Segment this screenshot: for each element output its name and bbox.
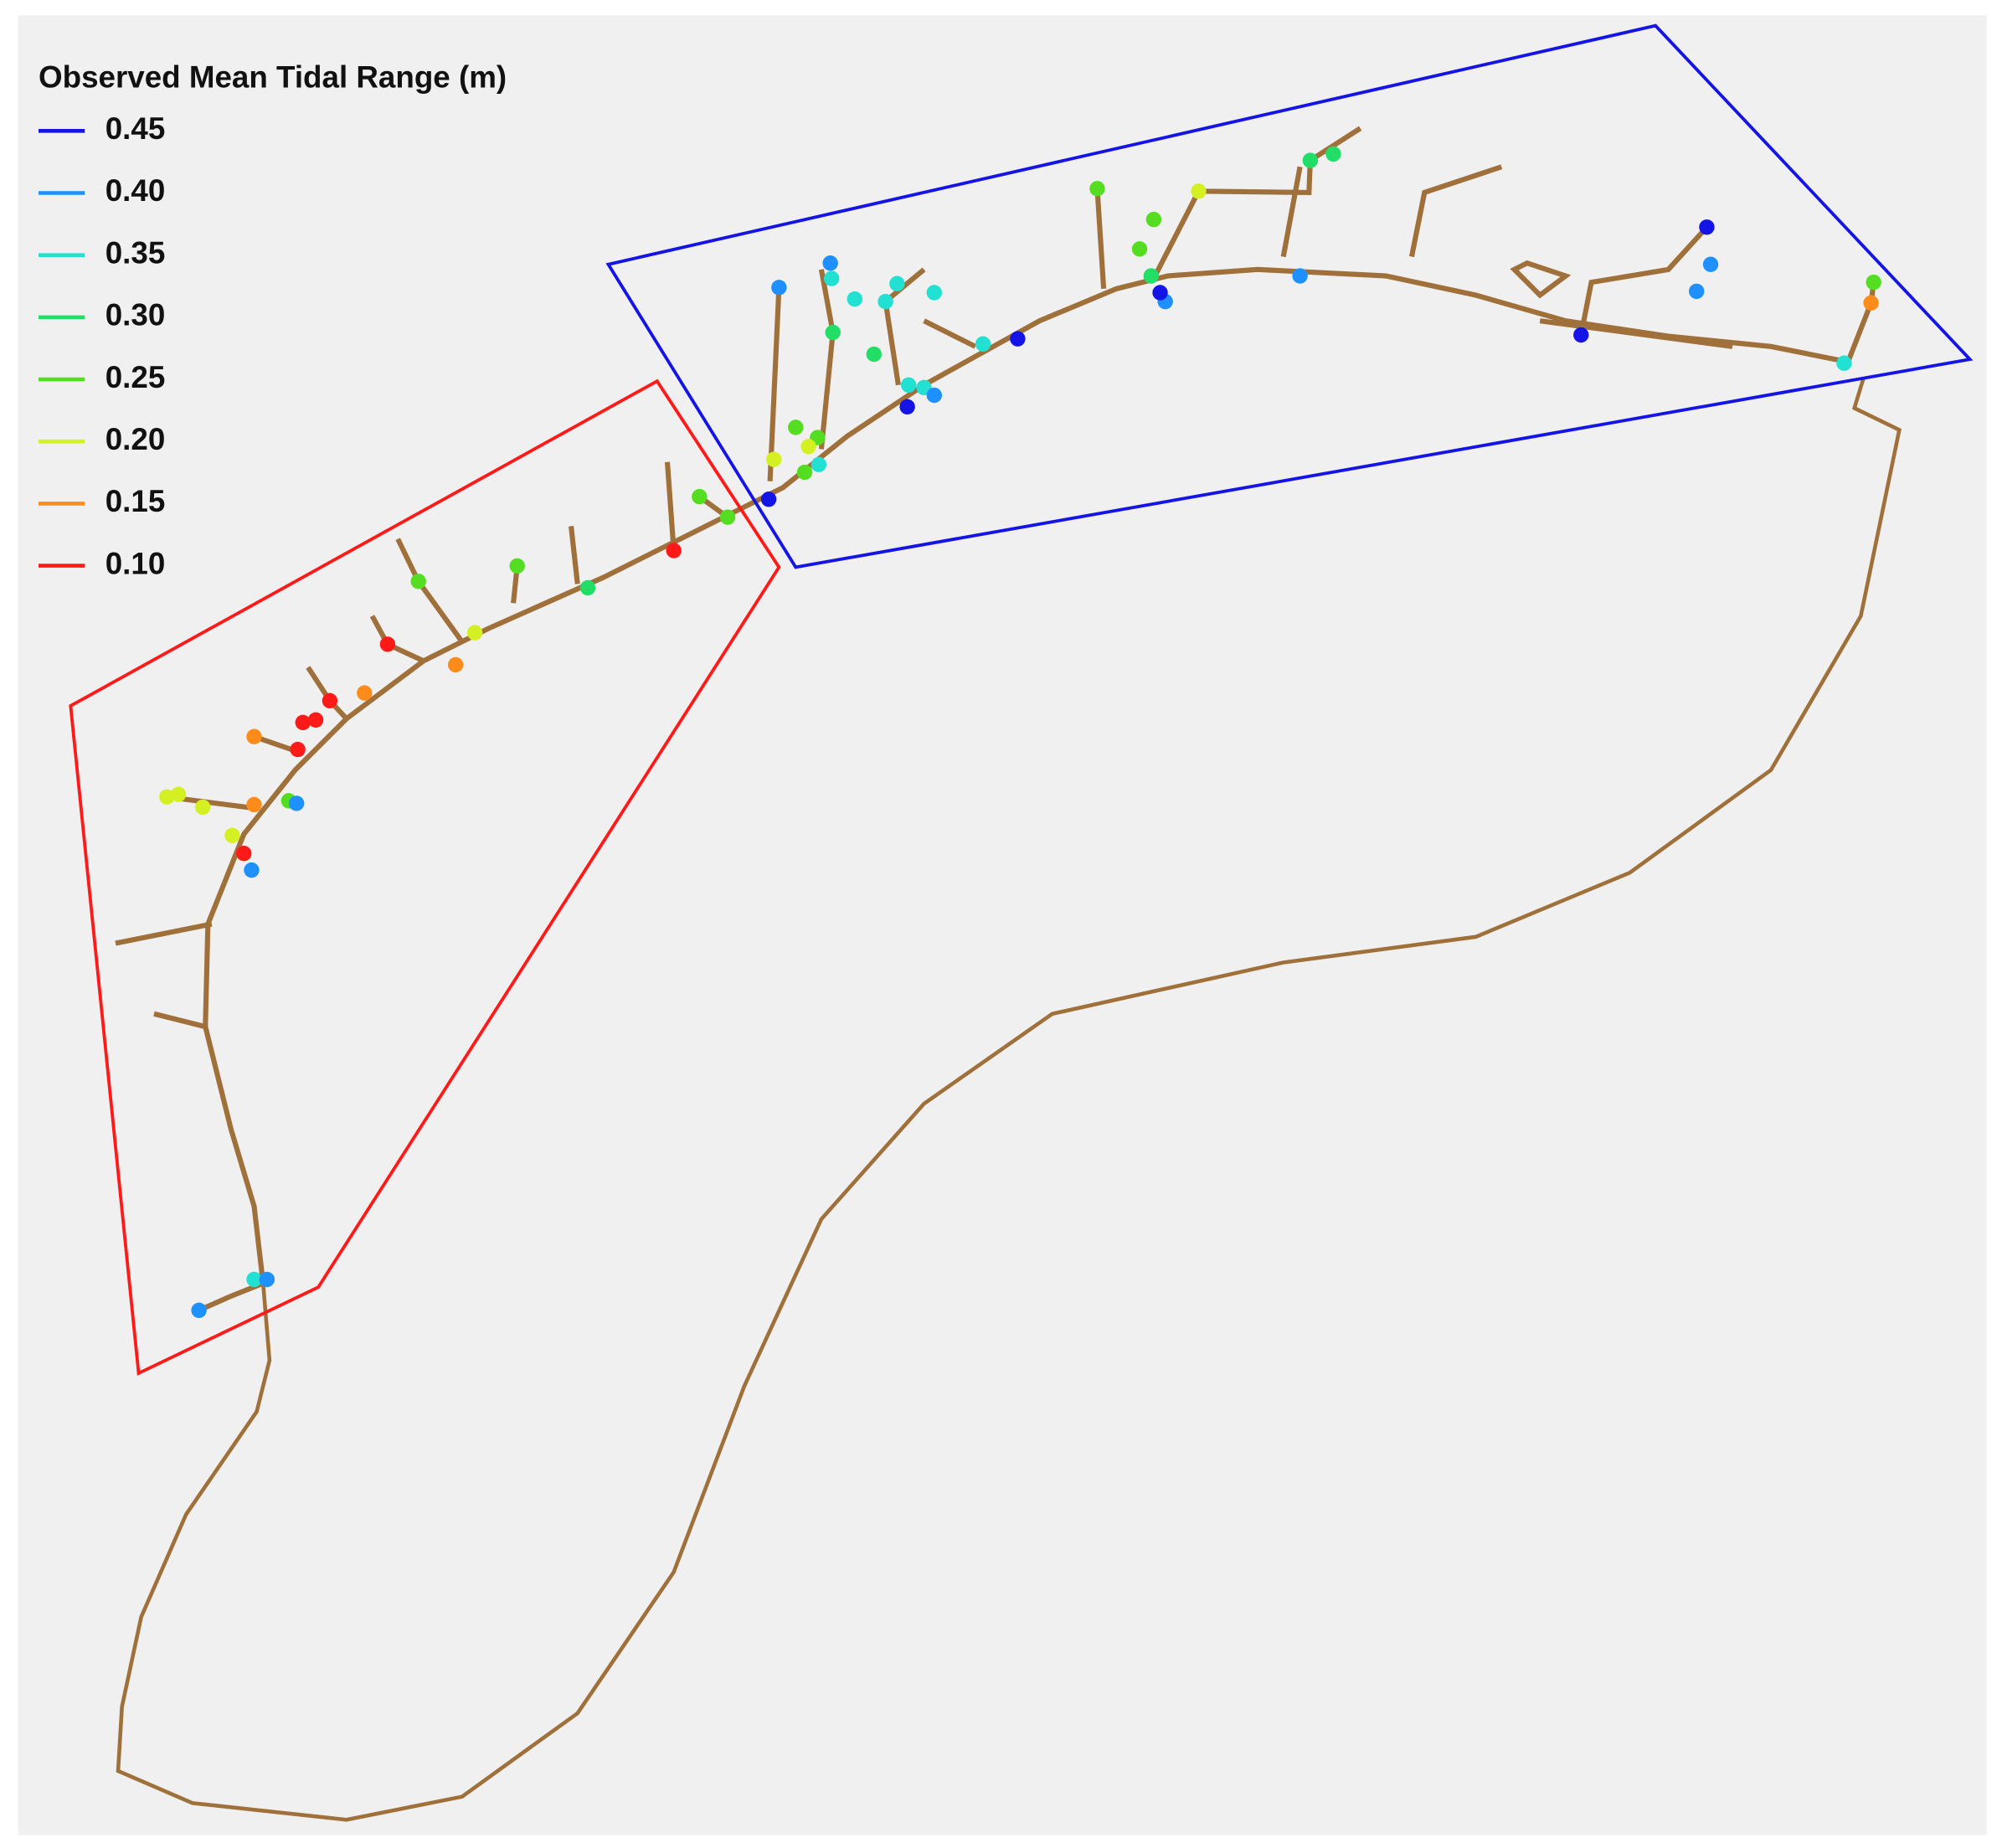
station (1010, 331, 1026, 347)
station (191, 1302, 207, 1319)
station (290, 741, 306, 758)
station (1131, 241, 1148, 257)
station (1702, 256, 1719, 272)
station (1143, 268, 1160, 284)
station (307, 712, 324, 728)
station (825, 324, 841, 341)
station (159, 789, 175, 805)
station (1089, 181, 1105, 197)
station (1191, 183, 1207, 199)
station (1699, 219, 1715, 235)
station (926, 285, 942, 301)
station (847, 291, 862, 307)
stations (159, 146, 1881, 1319)
station (195, 799, 211, 816)
station (1866, 274, 1881, 291)
station (719, 509, 736, 525)
station (1152, 285, 1168, 301)
station (1325, 146, 1341, 162)
model-boundary (116, 378, 1902, 1822)
legend-title: Observed Mean Tidal Range (m) (39, 60, 507, 95)
station (800, 439, 816, 455)
station (866, 346, 882, 363)
legend-label: 0.15 (106, 484, 166, 518)
station (246, 728, 262, 744)
station (236, 846, 252, 862)
station (811, 456, 827, 473)
station (246, 1271, 262, 1288)
legend-label: 0.30 (106, 298, 166, 332)
station (692, 488, 708, 505)
map-area (18, 15, 1987, 1835)
station (509, 558, 525, 574)
station (766, 451, 782, 467)
station (1145, 211, 1162, 228)
station (788, 420, 804, 435)
station (1688, 283, 1705, 300)
station (877, 293, 893, 310)
legend: Observed Mean Tidal Range (m) 0.45 0.40 0.… (39, 60, 507, 581)
station (322, 692, 338, 709)
station (975, 336, 991, 352)
station (1836, 355, 1852, 371)
station (244, 862, 260, 878)
station (796, 464, 813, 481)
station (1573, 327, 1589, 343)
station (288, 795, 305, 811)
legend-label: 0.25 (106, 360, 166, 394)
station (899, 399, 915, 415)
station (1292, 268, 1308, 284)
station (170, 786, 187, 802)
station (246, 796, 262, 813)
station (295, 714, 311, 731)
station (1302, 152, 1319, 168)
station (259, 1271, 275, 1288)
station (771, 280, 787, 296)
station (224, 827, 240, 843)
blue-region (605, 23, 1974, 569)
station (579, 579, 596, 596)
station (357, 685, 373, 701)
station (926, 387, 942, 404)
station (379, 636, 396, 652)
station (822, 255, 838, 271)
station (760, 492, 777, 507)
station (447, 656, 464, 673)
station (900, 377, 917, 393)
station (823, 270, 840, 286)
station (410, 574, 426, 589)
station (889, 275, 905, 291)
station (1863, 295, 1879, 311)
legend-label: 0.10 (106, 546, 166, 580)
red-region (69, 378, 781, 1376)
legend-label: 0.35 (106, 235, 166, 270)
legend-label: 0.40 (106, 173, 166, 208)
station (666, 543, 682, 559)
legend-label: 0.45 (106, 111, 166, 146)
legend-label: 0.20 (106, 422, 166, 456)
station (466, 625, 483, 641)
